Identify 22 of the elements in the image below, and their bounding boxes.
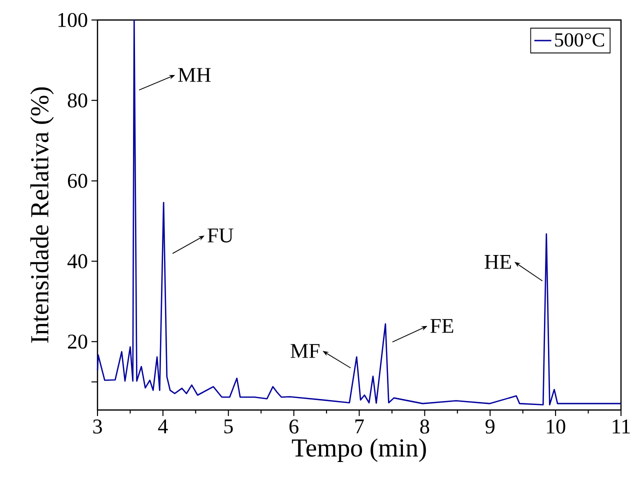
y-tick-label: 40 [67, 254, 88, 268]
annotation: MF [290, 344, 320, 358]
x-tick-label: 6 [289, 420, 298, 434]
x-tick-label: 4 [158, 420, 168, 434]
annotation: FU [208, 228, 234, 242]
annotation: HE [484, 255, 511, 269]
y-tick-label: 20 [68, 334, 88, 349]
annotation: MH [178, 68, 211, 82]
x-tick-label: 3 [93, 420, 102, 434]
annotation: FE [430, 319, 454, 333]
x-tick-label: 7 [355, 420, 364, 434]
x-tick-label: 10 [546, 420, 566, 434]
y-tick-label: 80 [68, 93, 88, 108]
x-tick-label: 11 [612, 420, 630, 434]
y-tick-label: 100 [58, 12, 88, 28]
x-tick-label: 8 [420, 420, 430, 434]
x-tick-label: 5 [224, 420, 233, 434]
legend-label: 500°C [555, 33, 604, 47]
x-tick-label: 9 [486, 420, 494, 434]
y-tick-label: 60 [68, 174, 88, 188]
x-axis-title: Tempo (min) [292, 438, 426, 462]
y-axis-title: Intensidade Relativa (%) [30, 87, 54, 343]
